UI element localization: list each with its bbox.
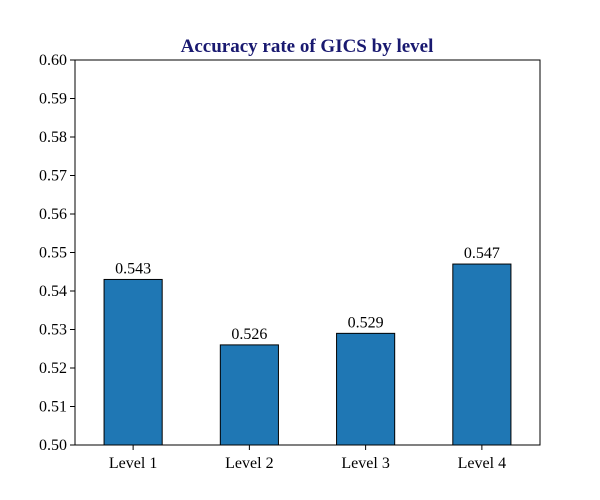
y-axis: 0.50 0.51 0.52 0.53 0.54 0.55 0.56 0.57 0.58 0.59…: [39, 52, 75, 454]
x-axis: Level 1 Level 2 Level 3 Level 4: [109, 445, 506, 472]
y-tick-label: 0.52: [39, 360, 67, 377]
x-tick-label: Level 1: [109, 455, 157, 472]
data-label: 0.543: [115, 260, 151, 277]
y-tick-label: 0.55: [39, 245, 67, 262]
x-tick-label: Level 3: [341, 455, 389, 472]
bar-level-2: [219, 344, 279, 446]
bar-level-1: [103, 278, 163, 446]
y-tick-label: 0.57: [39, 168, 67, 185]
y-tick-label: 0.53: [39, 322, 67, 339]
data-label: 0.526: [231, 326, 267, 343]
bars: [103, 263, 512, 446]
x-tick-label: Level 4: [458, 455, 506, 472]
x-tick-label: Level 2: [225, 455, 273, 472]
data-labels: 0.543 0.526 0.529 0.547: [115, 245, 500, 343]
y-tick-label: 0.60: [39, 52, 67, 69]
y-tick-label: 0.54: [39, 283, 67, 300]
data-label: 0.547: [464, 245, 500, 262]
y-tick-label: 0.51: [39, 399, 67, 416]
data-label: 0.529: [348, 314, 384, 331]
y-tick-label: 0.56: [39, 206, 67, 223]
bar-level-3: [336, 332, 396, 446]
bar-level-4: [452, 263, 512, 446]
plot-frame: [74, 59, 541, 446]
y-tick-label: 0.58: [39, 129, 67, 146]
y-tick-label: 0.50: [39, 437, 67, 454]
chart-title: Accuracy rate of GICS by level: [181, 36, 434, 57]
y-tick-label: 0.59: [39, 91, 67, 108]
